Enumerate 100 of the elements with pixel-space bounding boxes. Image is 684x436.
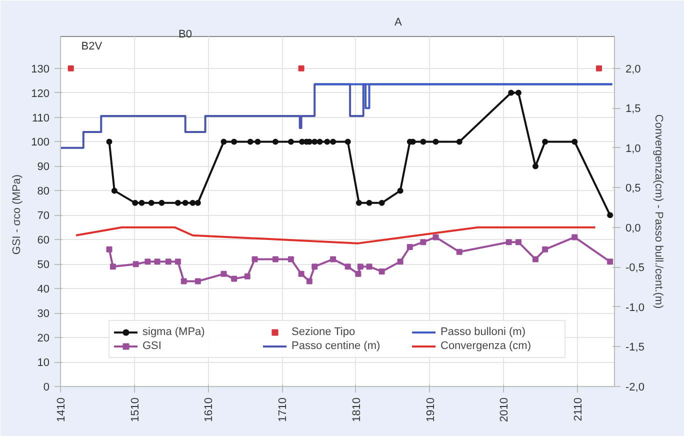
point <box>406 244 413 250</box>
x-tick-label: 1910 <box>424 397 437 422</box>
point <box>174 200 181 206</box>
point <box>288 138 294 145</box>
point <box>138 200 145 206</box>
point <box>231 276 238 282</box>
y2-tick-label: -0,5 <box>626 262 644 274</box>
point <box>344 138 351 145</box>
y-tick-label: 0 <box>43 382 50 394</box>
point <box>106 246 112 252</box>
point <box>288 256 294 262</box>
point <box>508 90 514 96</box>
x-tick-label: 1610 <box>203 397 216 422</box>
y-tick-label: 60 <box>37 234 50 247</box>
point <box>68 65 74 72</box>
point <box>220 270 227 277</box>
point <box>432 234 439 240</box>
y2-tick-label: 0,5 <box>626 182 641 195</box>
point <box>542 138 548 145</box>
y-tick-label: 10 <box>37 357 50 370</box>
y2-tick-label: -1,5 <box>626 342 644 354</box>
point <box>420 138 426 145</box>
point <box>158 200 165 206</box>
point <box>420 239 426 246</box>
point <box>194 200 201 206</box>
point <box>154 258 160 265</box>
y-tick-label: 90 <box>37 161 50 174</box>
point <box>572 234 578 240</box>
point <box>572 138 578 145</box>
point <box>515 239 522 246</box>
point <box>244 273 250 280</box>
point <box>110 264 116 270</box>
point <box>190 200 196 206</box>
point <box>106 138 112 145</box>
y-tick-label: 70 <box>37 210 50 222</box>
legend-label: Convergenza (cm) <box>440 339 532 353</box>
point <box>532 163 538 170</box>
y2-tick-label: 1,5 <box>626 103 641 116</box>
point <box>247 138 254 145</box>
point <box>132 261 139 268</box>
y-tick-label: 110 <box>32 112 50 124</box>
point <box>272 256 278 262</box>
y-tick-label: 130 <box>31 63 50 76</box>
legend-label: Passo centine (m) <box>292 339 382 353</box>
y2-tick-label: -1,0 <box>626 302 644 314</box>
x-tick-label: 1810 <box>350 397 363 422</box>
point <box>148 200 154 206</box>
point <box>456 138 462 145</box>
point <box>397 188 404 194</box>
y2-tick-label: 0,0 <box>626 222 641 234</box>
point <box>357 264 364 270</box>
y2-tick-label: -2,0 <box>626 382 644 394</box>
annotation: B2V <box>81 40 103 52</box>
y2-tick-label: 1,0 <box>626 142 641 155</box>
legend-label: sigma (MPa) <box>142 325 206 339</box>
y-tick-label: 30 <box>37 308 50 320</box>
y-tick-label: 100 <box>31 136 50 149</box>
point <box>220 138 227 145</box>
point <box>252 256 258 262</box>
point <box>356 200 362 206</box>
point <box>607 258 614 265</box>
point <box>174 258 181 265</box>
point <box>298 270 304 277</box>
x-tick-label: 2010 <box>498 397 511 422</box>
point <box>306 278 312 284</box>
legend-label: GSI <box>142 339 162 353</box>
point <box>298 65 304 72</box>
x-tick-label: 1710 <box>277 397 290 422</box>
point <box>506 239 512 246</box>
y2-axis-title: Convergenza(cm) - Passo bull./cent.(m) <box>652 114 664 309</box>
point <box>312 264 318 270</box>
point <box>330 256 336 262</box>
x-tick-label: 1510 <box>129 397 142 422</box>
point <box>344 264 351 270</box>
y-tick-label: 120 <box>31 88 50 100</box>
point <box>312 138 318 145</box>
text: A <box>394 16 402 28</box>
point <box>316 138 323 145</box>
legend-label: Passo bulloni (m) <box>440 325 526 339</box>
point <box>272 138 278 145</box>
point <box>596 65 602 72</box>
point <box>324 138 330 145</box>
y-tick-label: 20 <box>37 332 50 345</box>
point <box>432 138 439 145</box>
point <box>366 200 372 206</box>
legend-label: Sezione Tipo <box>292 325 356 339</box>
y-tick-label: 40 <box>37 284 50 296</box>
point <box>532 256 538 262</box>
point <box>254 138 261 145</box>
point <box>132 200 138 206</box>
point <box>194 278 201 284</box>
point <box>182 200 188 206</box>
point <box>378 200 385 206</box>
y-tick-label: 50 <box>37 259 50 272</box>
point <box>515 90 522 96</box>
x-tick-label: 2110 <box>572 398 585 422</box>
y-tick-label: 80 <box>37 186 50 198</box>
point <box>378 268 385 274</box>
point <box>111 188 118 194</box>
point <box>397 258 404 265</box>
